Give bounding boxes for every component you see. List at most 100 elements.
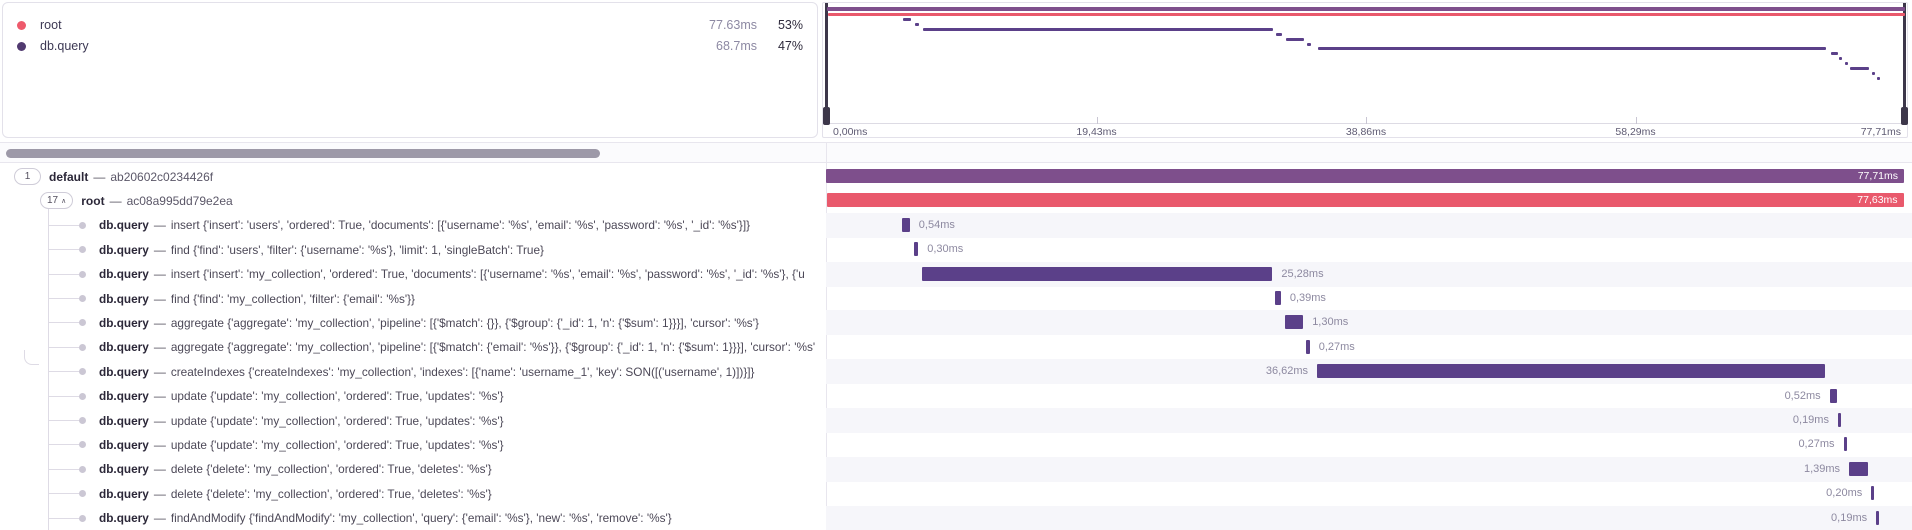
legend-op-duration: 68.7ms — [716, 39, 757, 53]
legend-op-duration: 77.63ms — [709, 18, 757, 32]
minimap-axis-tick — [1096, 117, 1098, 124]
span-duration-label: 0,27ms — [1798, 438, 1835, 451]
span-tree-cell: 1 default — ab20602c0234426f — [0, 164, 825, 189]
horizontal-scrollbar-thumb[interactable] — [6, 149, 600, 158]
span-duration-bar[interactable] — [1837, 413, 1841, 427]
minimap-span-mark — [1830, 52, 1838, 56]
span-op-name: db.query — [99, 267, 149, 282]
span-duration-bar[interactable] — [1871, 486, 1875, 501]
separator-dash: — — [153, 267, 166, 282]
minimap-axis-tick — [1366, 117, 1367, 124]
minimap-axis-label: 77,71ms — [1860, 126, 1901, 138]
span-tree-cell: db.query — aggregate {'aggregate': 'my_c… — [0, 310, 825, 335]
minimap-span-mark — [922, 27, 1274, 31]
span-tree-cell: db.query — delete {'delete': 'my_collect… — [0, 457, 825, 482]
span-duration-bar[interactable] — [1849, 461, 1869, 476]
transaction-row-root[interactable]: 17 ∧ root — ac08a995dd79e2ea 77,63ms — [0, 188, 1912, 213]
minimap-left-brush-handle[interactable] — [823, 3, 830, 125]
minimap-span-mark — [827, 7, 1905, 11]
minimap-right-brush-handle[interactable] — [1901, 3, 1908, 125]
span-duration-bar[interactable] — [914, 242, 919, 257]
tree-connector-dot — [79, 465, 86, 473]
span-duration-bar[interactable] — [921, 266, 1273, 281]
span-description: delete {'delete': 'my_collection', 'orde… — [170, 462, 492, 477]
span-duration-bar[interactable] — [1876, 510, 1879, 525]
span-duration-bar[interactable]: 77,63ms — [826, 193, 1904, 208]
tree-connector-dot — [79, 343, 86, 351]
span-row[interactable]: db.query — find {'find': 'my_collection'… — [0, 286, 1912, 311]
span-row[interactable]: db.query — insert {'insert': 'users', 'o… — [0, 212, 1912, 238]
legend-item-db-query[interactable]: db.query 68.7ms 47% — [3, 35, 817, 57]
span-op-name: db.query — [99, 462, 149, 477]
tree-connector-stub — [49, 468, 79, 470]
span-duration-bar[interactable]: 77,71ms — [826, 169, 1904, 183]
span-duration-label: 1,30ms — [1312, 316, 1349, 329]
waterfall-toolbar-band — [0, 142, 1912, 163]
span-row[interactable]: db.query — update {'update': 'my_collect… — [0, 408, 1912, 433]
span-count-badge[interactable]: 1 — [14, 168, 41, 185]
span-row[interactable]: db.query — findAndModify {'findAndModify… — [0, 505, 1912, 530]
span-tree-cell: db.query — insert {'insert': 'users', 'o… — [0, 213, 825, 238]
minimap-span-mark — [1877, 76, 1880, 80]
tree-connector-dot — [79, 368, 86, 376]
tree-connector-dot — [79, 514, 86, 522]
tree-connector-stub — [49, 346, 79, 348]
span-duration-bar[interactable] — [1829, 388, 1837, 403]
tree-connector-dot — [79, 221, 86, 229]
span-duration-label: 0,27ms — [1318, 340, 1355, 353]
minimap-span-mark — [1286, 37, 1305, 41]
panel-divider — [826, 142, 827, 530]
separator-dash: — — [153, 511, 166, 526]
legend-op-percent: 53% — [777, 18, 803, 32]
span-duration-bar[interactable] — [1317, 364, 1826, 379]
operations-legend: root 77.63ms 53% db.query 68.7ms 47% — [2, 2, 818, 138]
span-count-badge[interactable]: 17 ∧ — [40, 192, 74, 210]
span-op-name: db.query — [99, 315, 149, 330]
span-row[interactable]: db.query — delete {'delete': 'my_collect… — [0, 481, 1912, 506]
span-duration-bar[interactable] — [902, 217, 910, 232]
span-duration-label: 0,19ms — [1831, 511, 1868, 524]
minimap-span-mark — [1306, 42, 1311, 46]
separator-dash: — — [153, 437, 166, 452]
span-row[interactable]: db.query — createIndexes {'createIndexes… — [0, 359, 1912, 385]
span-description: aggregate {'aggregate': 'my_collection',… — [170, 315, 759, 330]
span-duration-bar[interactable] — [1285, 315, 1304, 330]
span-duration-inside-label: 77,71ms — [1857, 170, 1898, 182]
separator-dash: — — [153, 242, 166, 257]
span-row[interactable]: db.query — delete {'delete': 'my_collect… — [0, 456, 1912, 482]
span-row[interactable]: db.query — update {'update': 'my_collect… — [0, 384, 1912, 409]
separator-dash: — — [153, 413, 166, 428]
trace-minimap[interactable]: 0,00ms 19,43ms 38,86ms 58,29ms 77,71ms — [822, 2, 1908, 138]
span-id: ab20602c0234426f — [110, 169, 214, 184]
span-tree-cell: db.query — insert {'insert': 'my_collect… — [0, 262, 825, 287]
span-row[interactable]: db.query — aggregate {'aggregate': 'my_c… — [0, 310, 1912, 336]
minimap-right-grip[interactable] — [1901, 107, 1908, 125]
span-tree-cell: db.query — delete {'delete': 'my_collect… — [0, 481, 825, 506]
minimap-span-mark — [1850, 67, 1870, 70]
span-duration-bar[interactable] — [1843, 437, 1848, 452]
span-tree-cell: db.query — update {'update': 'my_collect… — [0, 432, 825, 457]
minimap-span-mark — [1276, 32, 1282, 36]
tree-connector-dot — [79, 246, 86, 254]
transaction-row-default[interactable]: 1 default — ab20602c0234426f 77,71ms — [0, 164, 1912, 189]
span-duration-bar[interactable] — [1305, 339, 1310, 354]
span-op-name: db.query — [99, 437, 149, 452]
span-row[interactable]: db.query — update {'update': 'my_collect… — [0, 432, 1912, 457]
tree-connector-stub — [49, 371, 79, 373]
span-duration-bar[interactable] — [1275, 291, 1281, 305]
tree-connector-stub — [49, 420, 79, 421]
span-description: createIndexes {'createIndexes': 'my_coll… — [170, 364, 755, 379]
legend-item-root[interactable]: root 77.63ms 53% — [3, 14, 817, 36]
tree-connector-dot — [79, 270, 86, 278]
span-op-name: db.query — [99, 413, 149, 428]
minimap-axis-label: 38,86ms — [1345, 126, 1387, 138]
minimap-span-mark — [1318, 47, 1827, 51]
minimap-left-grip[interactable] — [823, 107, 830, 125]
tree-connector-dot — [79, 295, 86, 302]
span-duration-label: 0,20ms — [1826, 487, 1863, 500]
span-duration-label: 36,62ms — [1265, 365, 1309, 378]
span-row[interactable]: db.query — aggregate {'aggregate': 'my_c… — [0, 335, 1912, 360]
span-row[interactable]: db.query — find {'find': 'users', 'filte… — [0, 237, 1912, 262]
span-row[interactable]: db.query — insert {'insert': 'my_collect… — [0, 261, 1912, 287]
separator-dash: — — [153, 315, 166, 330]
